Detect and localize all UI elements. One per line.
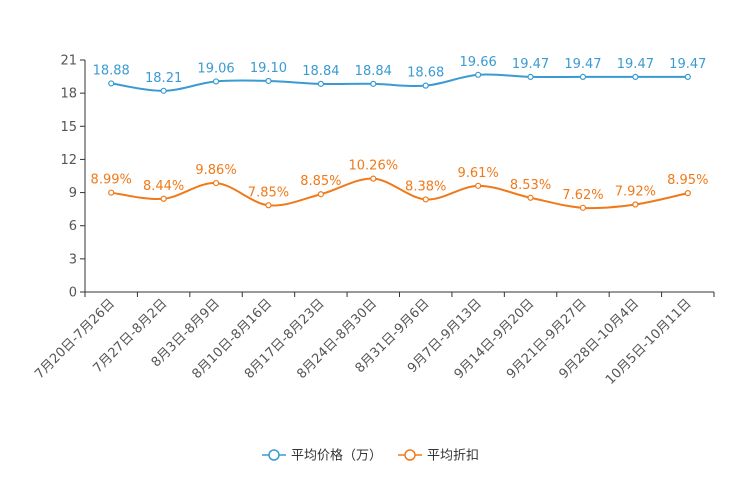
data-label: 9.86% [195,163,236,178]
data-point[interactable] [370,80,377,87]
data-point[interactable] [684,73,691,81]
data-point[interactable] [108,189,115,196]
y-tick-label: 0 [69,286,77,301]
data-label: 8.53% [510,178,551,193]
data-label: 7.92% [615,185,656,200]
y-tick-label: 15 [60,120,77,135]
series-layer: 18.88 18.21 19.06 19.10 18.84 18.84 18.68 19.66… [91,55,708,211]
data-point[interactable] [632,201,639,208]
legend-swatch-marker [404,449,416,461]
axes: 0369121518217月20日-7月26日7月27日-8月2日8月3日-8月… [32,54,715,388]
y-tick-label: 18 [60,87,77,102]
data-label: 18.68 [407,66,444,81]
data-point[interactable] [475,182,482,189]
data-point[interactable] [317,191,324,198]
data-point[interactable] [579,73,587,81]
series-average-price: 18.88 18.21 19.06 19.10 18.84 18.84 18.68 19.66… [93,55,706,94]
data-label: 18.21 [145,71,182,86]
data-label: 18.84 [302,64,339,79]
data-label: 19.47 [669,57,706,72]
data-point[interactable] [212,179,220,187]
data-point[interactable] [160,87,167,94]
data-label: 19.66 [460,55,497,70]
data-point[interactable] [265,202,272,209]
series-line [111,73,688,92]
data-label: 8.38% [405,179,446,194]
y-tick-label: 21 [60,54,77,69]
data-point[interactable] [422,196,429,203]
series-average-discount: 8.99% 8.44% 9.86% 7.85% 8.85% 10.26% 8.38% 9.61… [91,159,708,211]
legend-item-average-price[interactable]: 平均价格（万） [262,448,382,464]
legend-label: 平均折扣 [427,449,479,464]
data-point[interactable] [422,82,429,89]
data-label: 19.06 [197,61,234,76]
data-label: 18.88 [93,63,130,78]
data-label: 8.99% [91,173,132,188]
data-label: 8.85% [300,174,341,189]
data-point[interactable] [579,204,587,211]
data-label: 19.10 [250,61,287,76]
y-tick-label: 12 [60,153,77,168]
y-tick-label: 9 [69,186,77,201]
data-point[interactable] [475,71,482,78]
data-label: 8.95% [667,173,708,188]
data-point[interactable] [108,80,115,87]
data-point[interactable] [160,195,167,202]
legend-swatch-marker [268,449,280,461]
data-label: 19.47 [512,57,549,72]
data-label: 18.84 [355,64,392,79]
data-point[interactable] [684,190,691,197]
legend-item-average-discount[interactable]: 平均折扣 [398,449,479,464]
data-point[interactable] [527,194,534,201]
series-line [111,177,689,210]
data-point[interactable] [317,80,324,87]
data-point[interactable] [527,73,534,81]
y-tick-label: 3 [69,252,77,267]
data-label: 19.47 [617,57,654,72]
legend-label: 平均价格（万） [291,448,382,464]
data-label: 19.47 [564,57,601,72]
data-label: 8.44% [143,179,184,194]
data-point[interactable] [370,175,377,182]
data-point[interactable] [632,73,639,81]
legend[interactable]: 平均价格（万） 平均折扣 [262,448,479,464]
data-point[interactable] [212,78,220,85]
data-point[interactable] [265,77,272,85]
data-label: 10.26% [349,159,399,174]
data-label: 7.85% [248,185,289,200]
data-label: 7.62% [562,188,603,203]
data-label: 9.61% [457,166,498,181]
y-tick-label: 6 [69,219,77,234]
